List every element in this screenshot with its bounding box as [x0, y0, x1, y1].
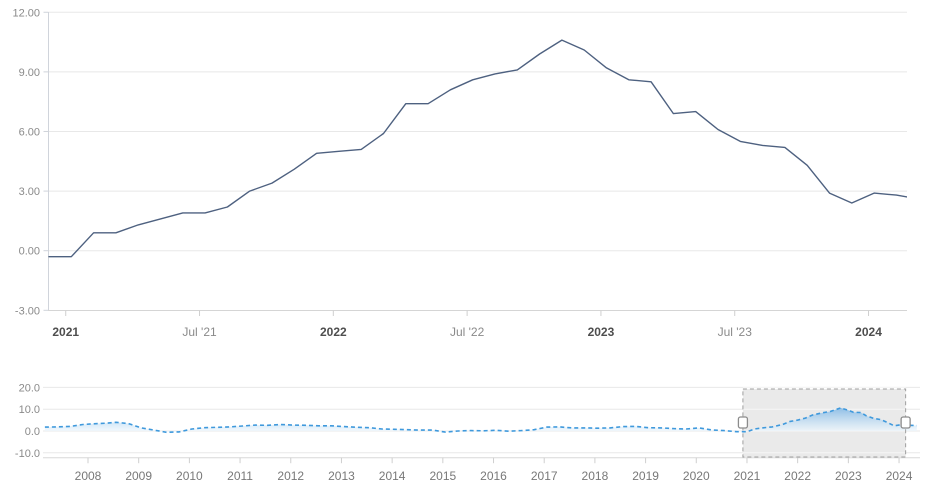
- nav-x-axis-label: 2008: [75, 469, 102, 483]
- main-y-axis-label: 3.00: [19, 186, 40, 198]
- nav-x-axis-label: 2009: [125, 469, 152, 483]
- nav-x-axis-label: 2020: [683, 469, 710, 483]
- nav-x-axis-label: 2023: [835, 469, 862, 483]
- main-chart: 12.00 9.00 6.00 3.00 0.00 -3.00 2021 Jul '21 202…: [12, 7, 907, 339]
- main-plot-area[interactable]: [48, 12, 907, 311]
- navigator-handle-left[interactable]: [737, 416, 749, 429]
- nav-x-axis-label: 2017: [531, 469, 558, 483]
- nav-y-axis-label: 20.0: [19, 382, 40, 394]
- nav-x-axis-label: 2012: [277, 469, 304, 483]
- nav-series-line: [44, 407, 917, 434]
- main-series-line: [48, 39, 907, 258]
- main-x-axis-label: Jul '21: [182, 325, 217, 339]
- nav-y-axis-label: 10.0: [19, 404, 40, 416]
- main-x-axis-label: 2021: [52, 325, 79, 339]
- nav-x-axis-label: 2011: [227, 469, 253, 483]
- main-y-axis-label: 12.00: [12, 7, 40, 19]
- main-x-axis-label: 2022: [320, 325, 347, 339]
- main-y-axis-label: 0.00: [19, 246, 40, 258]
- nav-series-area: [44, 407, 917, 433]
- nav-x-axis-label: 2013: [328, 469, 355, 483]
- main-x-axis-label: Jul '22: [450, 325, 485, 339]
- nav-y-axis-label: 0.0: [25, 426, 40, 438]
- nav-x-axis-label: 2010: [176, 469, 203, 483]
- nav-x-axis-label: 2019: [632, 469, 659, 483]
- navigator: 20.0 10.0 0.0 -10.0 2008 2009 2010 2011 2012 2013…: [15, 382, 920, 483]
- main-x-axis-label: 2024: [855, 325, 882, 339]
- nav-x-axis-label: 2014: [379, 469, 406, 483]
- nav-x-axis-label: 2018: [582, 469, 609, 483]
- nav-y-axis-label: -10.0: [15, 448, 40, 460]
- main-y-axis-label: 6.00: [19, 126, 40, 138]
- nav-x-axis-label: 2024: [886, 469, 913, 483]
- main-x-axis-label: Jul '23: [718, 325, 753, 339]
- nav-x-axis-label: 2015: [429, 469, 456, 483]
- main-y-axis-label: -3.00: [15, 305, 40, 317]
- main-x-axis-label: 2023: [588, 325, 615, 339]
- navigator-handle-right[interactable]: [900, 416, 911, 429]
- main-y-axis-label: 9.00: [19, 67, 40, 79]
- nav-x-axis-label: 2021: [734, 469, 761, 483]
- nav-x-axis-label: 2016: [480, 469, 507, 483]
- nav-x-axis-label: 2022: [784, 469, 811, 483]
